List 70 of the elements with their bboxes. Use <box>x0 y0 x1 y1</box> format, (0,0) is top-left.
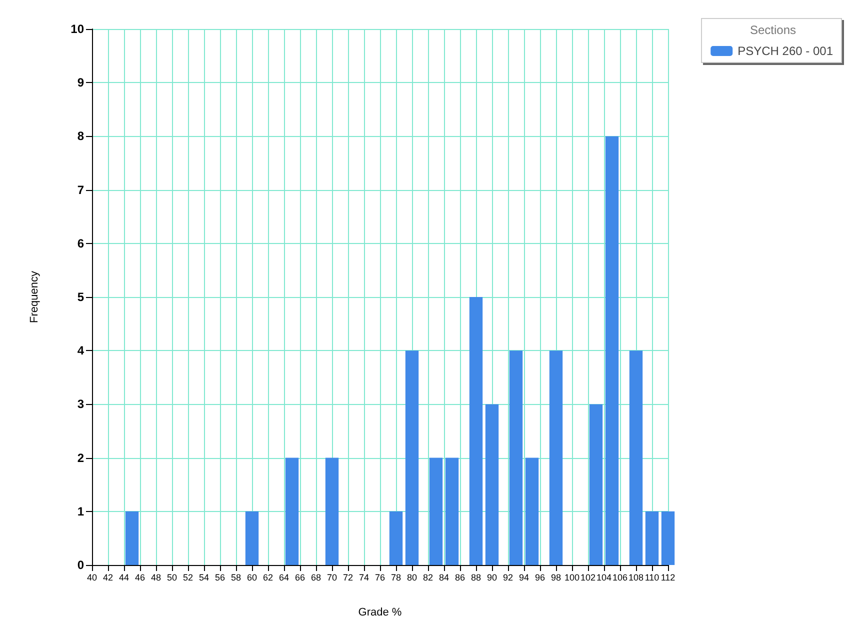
bar <box>661 511 675 565</box>
x-tick-label: 60 <box>246 572 258 582</box>
x-tick-label: 54 <box>198 572 210 582</box>
bar <box>589 404 603 565</box>
x-tick-label: 56 <box>214 572 226 582</box>
bar <box>469 297 483 565</box>
x-tick-label: 82 <box>422 572 434 582</box>
x-tick-label: 102 <box>580 572 596 582</box>
legend-label: PSYCH 260 - 001 <box>738 44 834 58</box>
bar <box>285 458 299 565</box>
bar <box>485 404 499 565</box>
x-tick-label: 70 <box>326 572 338 582</box>
bar <box>405 350 419 565</box>
x-axis-title: Grade % <box>358 606 402 618</box>
bar <box>525 458 539 565</box>
x-tick-label: 40 <box>86 572 98 582</box>
x-tick-label: 94 <box>518 572 530 582</box>
x-tick-label: 98 <box>550 572 562 582</box>
x-tick-label: 52 <box>182 572 194 582</box>
x-tick-label: 66 <box>294 572 306 582</box>
y-axis-title: Frequency <box>28 270 40 323</box>
y-tick-label: 9 <box>77 76 84 90</box>
x-tick-label: 96 <box>534 572 546 582</box>
x-tick-label: 78 <box>390 572 402 582</box>
x-tick-label: 68 <box>310 572 322 582</box>
x-tick-label: 90 <box>486 572 498 582</box>
bar <box>429 458 443 565</box>
bar <box>645 511 659 565</box>
bar <box>245 511 259 565</box>
x-tick-label: 48 <box>150 572 162 582</box>
y-tick-label: 8 <box>77 129 84 144</box>
bar <box>325 458 339 565</box>
x-tick-label: 74 <box>358 572 370 582</box>
bar <box>605 136 619 565</box>
x-tick-label: 108 <box>628 572 644 582</box>
legend-title: Sections <box>750 23 796 37</box>
y-tick-label: 7 <box>77 182 84 197</box>
x-tick-label: 106 <box>612 572 628 582</box>
y-tick-label: 3 <box>77 397 84 412</box>
x-tick-label: 110 <box>644 572 660 582</box>
x-tick-label: 76 <box>374 572 386 582</box>
y-tick-label: 0 <box>77 558 84 572</box>
x-tick-label: 50 <box>166 572 178 582</box>
x-tick-label: 100 <box>564 572 580 582</box>
x-tick-label: 80 <box>406 572 418 582</box>
y-tick-label: 10 <box>70 22 84 36</box>
bar <box>509 350 523 565</box>
x-tick-label: 112 <box>660 572 676 582</box>
bar <box>389 511 403 565</box>
x-tick-label: 88 <box>470 572 482 582</box>
x-tick-label: 64 <box>278 572 290 582</box>
x-tick-label: 86 <box>454 572 466 582</box>
bar <box>445 458 459 565</box>
y-tick-label: 5 <box>77 290 84 304</box>
x-tick-label: 104 <box>596 572 612 582</box>
x-tick-label: 62 <box>262 572 274 582</box>
x-tick-label: 46 <box>134 572 146 582</box>
x-tick-label: 42 <box>102 572 114 582</box>
y-tick-label: 1 <box>77 504 84 518</box>
x-tick-label: 72 <box>342 572 354 582</box>
bar <box>125 511 139 565</box>
y-tick-label: 4 <box>77 344 84 358</box>
x-tick-label: 58 <box>230 572 242 582</box>
x-tick-label: 92 <box>502 572 514 582</box>
x-tick-label: 44 <box>118 572 130 582</box>
bar <box>549 350 563 565</box>
y-tick-label: 6 <box>77 236 84 250</box>
x-tick-label: 84 <box>438 572 450 582</box>
bar <box>629 350 643 565</box>
y-tick-label: 2 <box>77 450 84 465</box>
